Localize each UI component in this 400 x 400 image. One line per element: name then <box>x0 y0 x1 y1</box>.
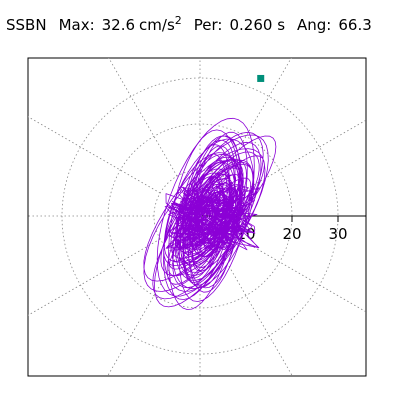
station-code: SSBN <box>6 16 47 34</box>
angle-value: 66.3 <box>338 16 372 34</box>
markers <box>257 74 265 82</box>
grid-spoke <box>28 238 161 316</box>
grid-spoke <box>239 119 366 194</box>
max-unit-exponent: 2 <box>174 14 182 27</box>
radial-tick-label: 20 <box>282 225 301 243</box>
grid-spoke <box>239 238 366 313</box>
grid-spoke <box>107 255 178 376</box>
trace-line <box>143 117 277 310</box>
acceleration-trace <box>143 117 277 310</box>
plot-frame <box>27 57 367 377</box>
angle-label: Ang: <box>297 16 332 34</box>
period-value: 0.260 s <box>229 16 286 34</box>
peak-marker <box>257 74 265 82</box>
period-label: Per: <box>193 16 223 34</box>
chart-header: SSBN Max: 32.6 cm/s2 Per: 0.260 s Ang: 66.3 <box>6 14 372 34</box>
max-label: Max: <box>58 16 95 34</box>
grid-spoke <box>28 116 161 194</box>
grid-spoke <box>222 255 293 376</box>
grid-spoke <box>108 58 178 177</box>
radial-tick-label: 30 <box>328 225 347 243</box>
max-unit: cm/s <box>139 16 175 34</box>
max-value: 32.6 <box>101 16 136 34</box>
